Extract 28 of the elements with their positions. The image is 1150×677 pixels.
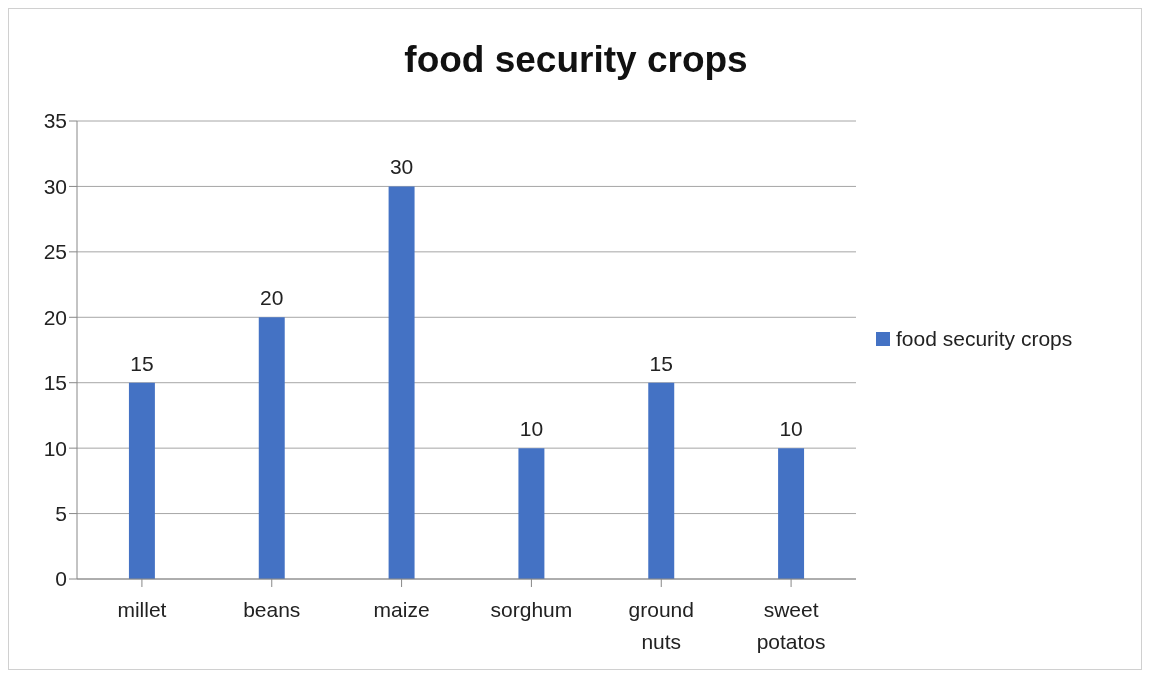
data-label: 10 xyxy=(779,417,803,441)
data-label: 15 xyxy=(130,351,154,375)
data-label: 15 xyxy=(649,351,673,375)
bar xyxy=(648,382,675,579)
data-label: 10 xyxy=(519,417,544,441)
bar xyxy=(258,317,285,579)
bar xyxy=(128,382,155,579)
x-tick-label: sorghum xyxy=(490,598,573,621)
legend-label: food security crops xyxy=(896,327,1073,351)
x-tick-label: maize xyxy=(373,598,430,621)
data-label: 20 xyxy=(260,286,284,310)
y-tick-label: 5 xyxy=(55,502,67,526)
x-tick-label: ground nuts xyxy=(628,598,694,653)
x-tick-label: beans xyxy=(243,598,301,621)
chart-title: food security crops xyxy=(403,39,749,81)
y-tick-label: 30 xyxy=(43,174,67,198)
y-tick-label: 0 xyxy=(55,567,67,591)
bar xyxy=(388,186,415,579)
y-tick-label: 35 xyxy=(43,109,67,133)
y-tick-label: 20 xyxy=(43,305,67,329)
data-label: 30 xyxy=(389,155,414,179)
y-tick-label: 25 xyxy=(43,240,67,264)
y-tick-label: 15 xyxy=(43,371,67,395)
x-tick-label: sweet potatos xyxy=(756,598,826,653)
x-tick-label: millet xyxy=(117,598,167,621)
bar xyxy=(778,448,805,579)
y-tick-label: 10 xyxy=(43,436,67,460)
bar xyxy=(518,448,545,579)
